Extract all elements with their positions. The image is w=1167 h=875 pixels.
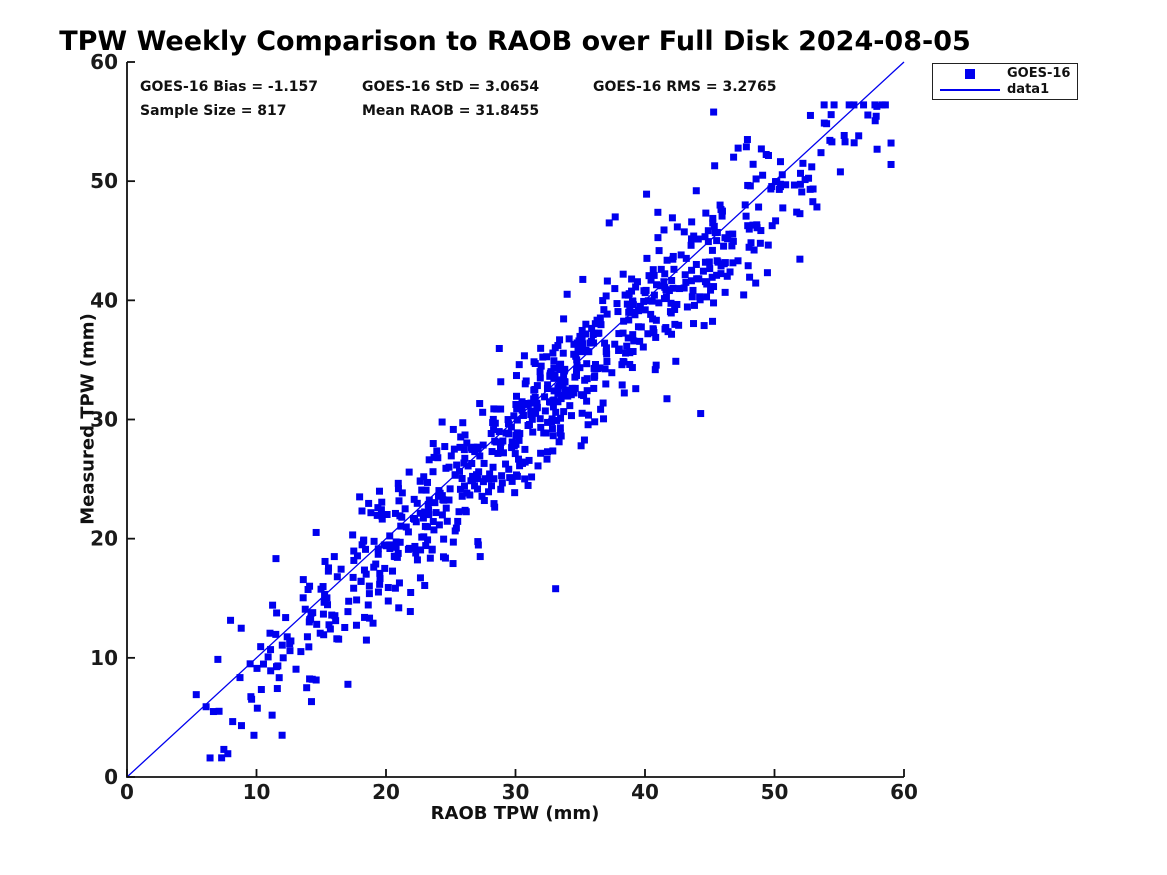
stat-mean-raob: Mean RAOB = 31.8455 [362, 103, 540, 119]
svg-text:40: 40 [90, 288, 118, 312]
svg-text:40: 40 [631, 780, 659, 804]
svg-text:10: 10 [243, 780, 271, 804]
svg-text:10: 10 [90, 646, 118, 670]
legend-label-goes16: GOES-16 [1007, 66, 1071, 81]
blue-square-swatch [965, 68, 975, 79]
stat-rms: GOES-16 RMS = 3.2765 [593, 79, 777, 95]
legend-entry-goes16: GOES-16 [933, 66, 1077, 82]
x-axis-label: RAOB TPW (mm) [430, 803, 600, 824]
svg-text:50: 50 [761, 780, 789, 804]
svg-text:20: 20 [90, 527, 118, 551]
blue-line-swatch [940, 88, 1000, 91]
y-axis-label: Measured TPW (mm) [77, 313, 99, 525]
svg-text:50: 50 [90, 169, 118, 193]
svg-text:0: 0 [104, 765, 118, 789]
legend-square-marker-icon [933, 68, 1007, 79]
svg-text:0: 0 [120, 780, 134, 804]
chart-title: TPW Weekly Comparison to RAOB over Full … [59, 26, 971, 57]
svg-text:30: 30 [90, 408, 118, 432]
stat-std: GOES-16 StD = 3.0654 [362, 79, 540, 95]
svg-text:60: 60 [890, 780, 918, 804]
legend-label-data1: data1 [1007, 82, 1050, 97]
legend-entry-data1: data1 [933, 82, 1077, 98]
svg-text:20: 20 [372, 780, 400, 804]
legend-line-marker-icon [933, 88, 1007, 91]
stat-bias: GOES-16 Bias = -1.157 [140, 79, 319, 95]
svg-text:60: 60 [90, 50, 118, 74]
svg-text:30: 30 [502, 780, 530, 804]
stat-sample-size: Sample Size = 817 [140, 103, 287, 119]
legend-box: GOES-16 data1 [932, 63, 1078, 100]
